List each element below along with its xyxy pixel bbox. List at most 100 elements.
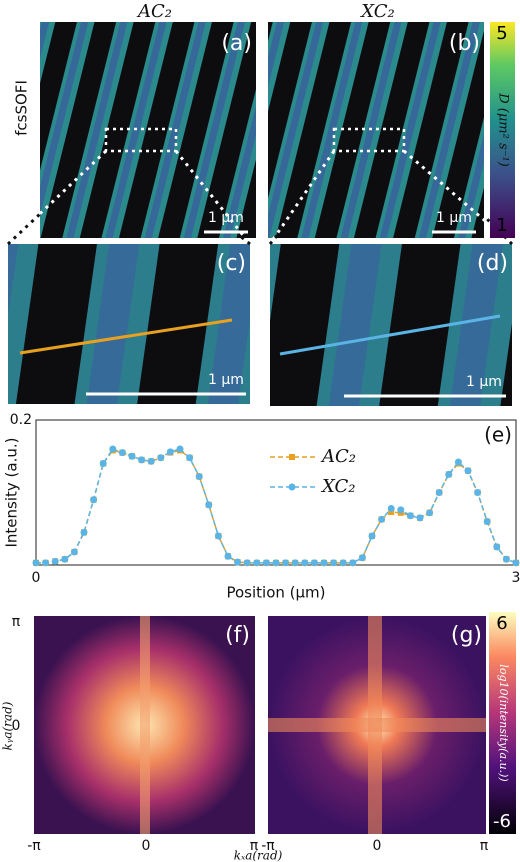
marker [349, 559, 357, 567]
marker [426, 509, 434, 517]
marker [310, 559, 318, 567]
image-d [270, 244, 512, 406]
marker [32, 559, 40, 567]
x-tick-label: π [480, 838, 489, 854]
marker [176, 445, 184, 453]
marker [224, 552, 232, 560]
panel-letter: (c) [217, 251, 246, 276]
scale-label: 1 μm [436, 210, 472, 226]
marker [339, 559, 347, 567]
marker [186, 454, 194, 462]
image-g-cross [268, 718, 486, 732]
marker [61, 555, 69, 563]
zoom-box [104, 127, 178, 153]
legend-marker [288, 483, 296, 491]
scale-label: 1 μm [466, 374, 502, 390]
marker [147, 457, 155, 465]
marker [387, 504, 395, 512]
y-tick-label: 0 [12, 718, 21, 734]
column-title: XC₂ [359, 1, 395, 22]
marker [493, 543, 501, 551]
marker [388, 509, 395, 516]
marker [378, 515, 386, 523]
y-axis-label: Intensity (a.u.) [3, 438, 21, 548]
x-tick-label: -π [261, 838, 275, 854]
x-tick-label: -π [27, 838, 41, 854]
marker [253, 559, 261, 567]
marker [406, 512, 414, 520]
colorbar-d [490, 22, 515, 238]
x-tick-label: 0 [32, 570, 41, 586]
marker [282, 559, 290, 567]
y-tick-label: 0.2 [10, 412, 32, 428]
colorbar-tick-label: 1 [496, 215, 507, 236]
series-line [36, 449, 517, 564]
x-axis-label: kₓa(rad) [234, 849, 283, 862]
marker [90, 496, 98, 504]
marker [214, 532, 222, 540]
colorbar-label: D (μm² s⁻¹) [496, 92, 511, 167]
colorbar-label: log10(intensity(a.u.)) [497, 664, 510, 781]
marker [51, 557, 59, 565]
marker [512, 559, 520, 567]
colorbar-tick-label: 5 [496, 23, 507, 44]
marker [157, 454, 165, 462]
scale-label: 1 μm [208, 372, 244, 388]
y-axis-label: kᵧa(rad) [1, 701, 15, 750]
legend-marker [289, 454, 295, 460]
marker [416, 514, 424, 522]
panel-images [6, 22, 516, 834]
marker [320, 559, 328, 567]
panel-letter: (d) [477, 251, 508, 276]
marker [435, 489, 443, 496]
scale-label: 1 μm [208, 210, 244, 226]
plot-frame [35, 419, 517, 566]
marker [109, 445, 117, 453]
annotation: (e) [484, 423, 512, 447]
marker [291, 559, 299, 567]
panel-letter: (f) [225, 623, 250, 648]
marker [99, 460, 107, 467]
marker [166, 448, 174, 456]
marker [445, 470, 453, 478]
marker [195, 473, 203, 481]
marker [205, 501, 213, 509]
marker [454, 458, 462, 466]
marker [42, 559, 50, 567]
profile-line [19, 318, 233, 355]
marker [368, 532, 376, 540]
panel-letter: (g) [451, 623, 482, 648]
x-tick-label: 3 [512, 570, 520, 586]
x-tick-label: 0 [142, 838, 151, 854]
panel-letter: (b) [449, 31, 480, 56]
marker [474, 489, 482, 496]
column-title: AC₂ [136, 1, 172, 22]
row-label: fcsSOFI [13, 80, 31, 136]
zoom-box [332, 127, 406, 153]
marker [138, 456, 146, 464]
legend-label: AC₂ [320, 446, 356, 467]
x-tick-label: 0 [373, 838, 382, 854]
marker [118, 449, 126, 457]
colorbar-tick-label: 6 [496, 613, 507, 634]
x-tick-label: π [250, 838, 259, 854]
colorbar-tick-label: -6 [493, 811, 511, 832]
marker [397, 506, 405, 514]
marker [502, 555, 510, 563]
marker [301, 559, 309, 567]
y-tick-label: π [12, 614, 21, 630]
marker [262, 559, 270, 567]
profile-line [279, 314, 501, 356]
x-axis-label: Position (μm) [226, 584, 325, 602]
marker [483, 518, 491, 525]
marker [128, 452, 136, 460]
marker [80, 528, 88, 536]
legend-label: XC₂ [320, 476, 356, 497]
marker [70, 548, 78, 556]
marker [243, 559, 251, 567]
marker [330, 559, 338, 567]
marker [234, 558, 242, 566]
image-f-cross [140, 616, 150, 834]
panel-letter: (a) [221, 31, 252, 56]
